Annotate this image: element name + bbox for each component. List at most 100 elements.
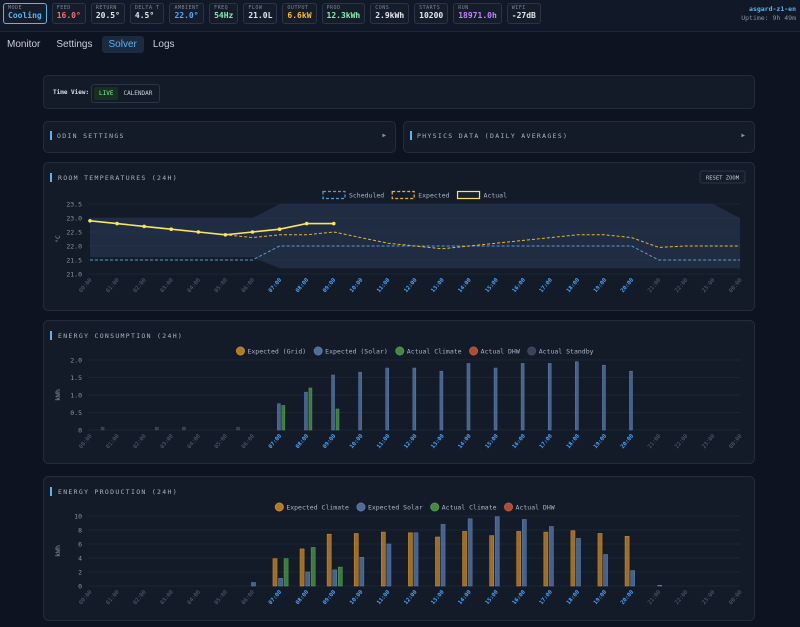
bar	[630, 570, 635, 587]
bar	[304, 391, 308, 431]
bar	[439, 370, 444, 431]
legend-label[interactable]: Actual DHW	[481, 347, 520, 355]
expand-arrow: ▶	[382, 132, 386, 139]
bar	[657, 584, 663, 587]
reset-zoom-label: RESET ZOOM	[706, 176, 740, 182]
accent	[50, 331, 52, 340]
legend-label[interactable]: Expected (Solar)	[325, 347, 388, 355]
legend-label[interactable]: Scheduled	[349, 191, 384, 199]
legend-label[interactable]: Actual DHW	[516, 503, 555, 511]
data-point	[277, 227, 282, 231]
section-panel[interactable]: PHYSICS DATA (DAILY AVERAGES) ▶	[403, 121, 755, 153]
y-tick-label: 0	[78, 426, 82, 434]
nav-tab[interactable]: Settings	[56, 39, 93, 50]
nav-tab[interactable]: Logs	[152, 39, 175, 50]
bar	[467, 518, 473, 587]
tile-value: 10200	[419, 11, 444, 20]
nav-tab[interactable]: Solver	[101, 36, 144, 53]
bar	[440, 524, 446, 587]
tile-label: WIFI	[511, 5, 526, 11]
bar	[308, 387, 313, 431]
status-tile: STARTS 10200	[414, 3, 449, 24]
status-tile: FEED 16.0°	[51, 3, 86, 24]
tile-label: PROD	[326, 5, 341, 11]
legend-label[interactable]: Expected Solar	[368, 503, 423, 511]
data-point	[115, 221, 119, 226]
data-point	[250, 230, 255, 234]
tile-value: 12.3kWh	[326, 11, 361, 20]
status-tiles: MODE Cooling FEED 16.0° RETURN 20.5° DELTA T 4.…	[3, 3, 541, 24]
status-tile: OUTPUT 6.6kW	[282, 3, 317, 24]
bar	[155, 426, 159, 431]
bar	[602, 364, 606, 431]
legend-label[interactable]: Actual Standby	[539, 347, 594, 355]
legend-label[interactable]: Expected	[418, 191, 449, 199]
chart-panel: ENERGY CONSUMPTION (24H) 0 0.5 1.0 1.5 2.0 kWh…	[43, 320, 755, 464]
status-tile: RETURN 20.5°	[90, 3, 125, 24]
bar	[603, 554, 608, 587]
bar	[576, 538, 581, 587]
bar	[337, 566, 343, 587]
bar	[326, 533, 332, 587]
section-title: PHYSICS DATA (DAILY AVERAGES)	[417, 132, 569, 140]
status-tile: FLOW 21.0L	[243, 3, 278, 24]
comfort-band	[90, 204, 740, 269]
bar	[381, 531, 386, 587]
bar	[629, 370, 633, 431]
series-line	[89, 220, 740, 250]
tile-label: STARTS	[419, 5, 441, 11]
reset-zoom-button[interactable]	[699, 170, 746, 184]
bar	[251, 582, 256, 587]
tile-label: FREQ	[214, 5, 229, 11]
tile-label: RUN	[458, 5, 469, 11]
bar	[462, 531, 467, 587]
data-point	[223, 233, 228, 237]
section-panel[interactable]: ODIN SETTINGS ▶	[43, 121, 396, 153]
bar	[489, 535, 494, 587]
legend-swatch	[469, 346, 479, 356]
y-tick-label: 6	[78, 540, 82, 548]
legend-swatch	[504, 502, 514, 512]
tile-label: FEED	[56, 5, 71, 11]
bar	[182, 426, 186, 431]
legend-swatch	[235, 346, 245, 356]
bar	[332, 569, 338, 587]
nav-tab[interactable]: Monitor	[7, 39, 41, 50]
device-name: asgard-z1-en	[749, 5, 796, 13]
tile-value: 22.0°	[174, 11, 199, 20]
y-tick-label: 2.0	[70, 356, 82, 364]
tile-label: CONS	[375, 5, 390, 11]
time-view-option[interactable]: CALENDAR	[123, 90, 153, 97]
legend-swatch	[322, 190, 346, 200]
bar	[597, 533, 603, 587]
status-tile: AMBIENT 22.0°	[169, 3, 205, 24]
legend-label[interactable]: Actual Climate	[407, 347, 462, 355]
legend: Expected (Grid) Expected (Solar) Actual Cl…	[235, 346, 594, 356]
bar	[547, 363, 552, 431]
bar	[310, 547, 316, 587]
status-tile: DELTA T 4.5°	[129, 3, 165, 24]
bar	[543, 531, 549, 587]
data-point	[304, 221, 309, 226]
accent	[50, 173, 52, 182]
legend-label[interactable]: Actual	[484, 191, 508, 199]
tile-label: MODE	[8, 5, 23, 11]
legend-label[interactable]: Actual Climate	[442, 503, 497, 511]
data-point	[88, 219, 92, 223]
series-line	[90, 245, 740, 261]
y-tick-label: 4	[78, 554, 82, 562]
legend-label[interactable]: Expected (Grid)	[247, 347, 306, 355]
tile-label: OUTPUT	[287, 5, 309, 11]
accent	[410, 131, 412, 140]
legend-label[interactable]: Expected Climate	[286, 503, 349, 511]
time-view-option[interactable]: LIVE	[94, 87, 119, 100]
bar	[283, 558, 289, 587]
bar	[493, 367, 498, 431]
bar	[520, 363, 525, 431]
bar	[358, 371, 362, 431]
y-tick-label: 22.5	[66, 228, 82, 236]
tile-label: RETURN	[95, 5, 117, 11]
panel-bg	[43, 320, 755, 464]
section-title: ODIN SETTINGS	[57, 132, 125, 140]
